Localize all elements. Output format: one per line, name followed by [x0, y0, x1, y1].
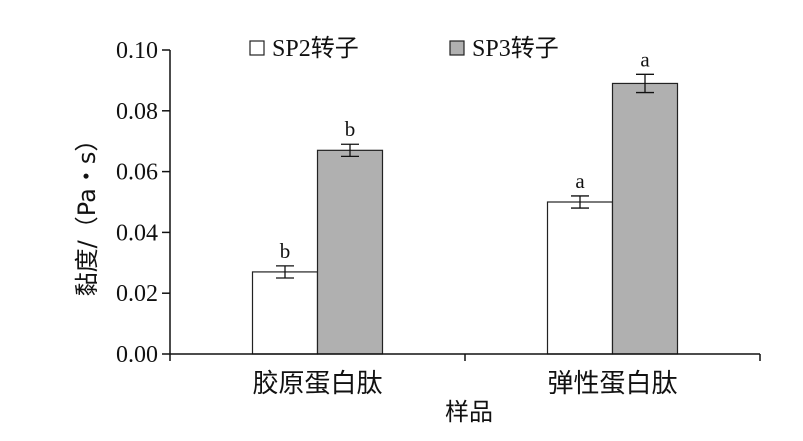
bar	[546, 201, 614, 355]
y-tick-label: 0.00	[116, 342, 158, 368]
y-tick-label: 0.06	[116, 160, 158, 186]
x-tick-label: 胶原蛋白肽	[252, 369, 382, 399]
y-tick-label: 0.10	[116, 38, 158, 64]
bar	[316, 149, 384, 355]
bar	[611, 82, 679, 355]
significance-label: b	[345, 117, 356, 141]
significance-label: a	[575, 169, 585, 193]
bars-layer: b b a a	[251, 47, 679, 355]
significance-label: b	[280, 239, 291, 263]
legend-swatch	[449, 40, 465, 56]
x-axis-label: 样品	[445, 398, 493, 426]
y-tick-label: 0.08	[116, 99, 158, 125]
legend-swatch	[249, 40, 265, 56]
significance-label: a	[640, 47, 650, 71]
axes-layer: 0.00 0.02 0.04 0.06 0.08 0.10 胶原蛋白肽 弹性蛋白肽	[116, 38, 761, 399]
legend-label: SP2转子	[272, 35, 359, 62]
legend-label: SP3转子	[472, 35, 559, 62]
y-axis-label: 黏度/（Pa・s）	[73, 128, 101, 297]
y-tick-label: 0.04	[116, 220, 158, 246]
legend: SP2转子 SP3转子	[249, 35, 559, 62]
bar	[251, 271, 319, 355]
x-tick-label: 弹性蛋白肽	[547, 369, 677, 399]
y-tick-label: 0.02	[116, 281, 158, 307]
